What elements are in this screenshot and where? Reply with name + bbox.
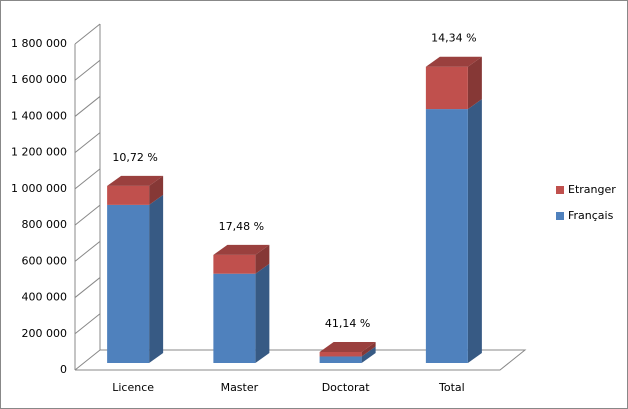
annotation: 10,72 %: [112, 151, 157, 164]
annotation: 14,34 %: [431, 32, 476, 45]
y-tick-label: 600 000: [22, 254, 68, 267]
grid-line: [74, 277, 101, 298]
annotation: 41,14 %: [325, 317, 370, 330]
grid-line: [74, 168, 101, 190]
bar: [425, 66, 468, 110]
y-tick-label: 1 200 000: [11, 146, 67, 159]
bar: [319, 351, 362, 357]
y-tick-label: 0: [60, 363, 67, 376]
legend-swatch: [556, 186, 564, 194]
bar-side: [255, 244, 270, 274]
floor-line: [75, 349, 527, 371]
y-tick-label: 1 800 000: [11, 37, 67, 50]
bar-side: [255, 263, 270, 363]
annotation: 17,48 %: [219, 220, 264, 233]
bar-top: [213, 244, 270, 255]
y-tick-label: 1 000 000: [11, 182, 67, 195]
bar-side: [467, 99, 482, 364]
grid-line: [74, 132, 101, 154]
bar: [107, 204, 150, 363]
bar: [213, 273, 256, 363]
grid-line: [74, 204, 101, 226]
grid-line: [74, 313, 101, 335]
y-tick-label: 400 000: [22, 291, 68, 304]
x-tick-label: Licence: [112, 381, 154, 394]
bar: [319, 356, 362, 363]
legend-swatch: [556, 212, 564, 220]
grid-line: [74, 240, 101, 262]
bar: [213, 254, 256, 274]
bar-side: [361, 346, 376, 363]
grid-line: [74, 59, 101, 81]
bar-top: [425, 56, 482, 67]
bar-top: [107, 175, 164, 186]
grid-line: [74, 349, 101, 371]
y-tick-label: 1 600 000: [11, 73, 67, 86]
bar: [107, 185, 150, 205]
grid-line: [74, 23, 101, 45]
grid-line: [74, 96, 101, 117]
bar-side: [149, 175, 164, 205]
bar: [425, 109, 468, 364]
x-tick-label: Total: [438, 381, 465, 394]
bar-side: [467, 56, 482, 110]
bar-side: [149, 194, 164, 363]
y-tick-label: 1 400 000: [11, 109, 67, 122]
bar-top: [319, 341, 376, 352]
legend-label: Etranger: [568, 183, 616, 196]
x-tick-label: Doctorat: [322, 381, 371, 394]
y-tick-label: 800 000: [22, 218, 68, 231]
x-tick-label: Master: [221, 381, 259, 394]
bar-side: [361, 341, 376, 357]
y-tick-label: 200 000: [22, 327, 68, 340]
legend-label: Français: [568, 209, 614, 222]
